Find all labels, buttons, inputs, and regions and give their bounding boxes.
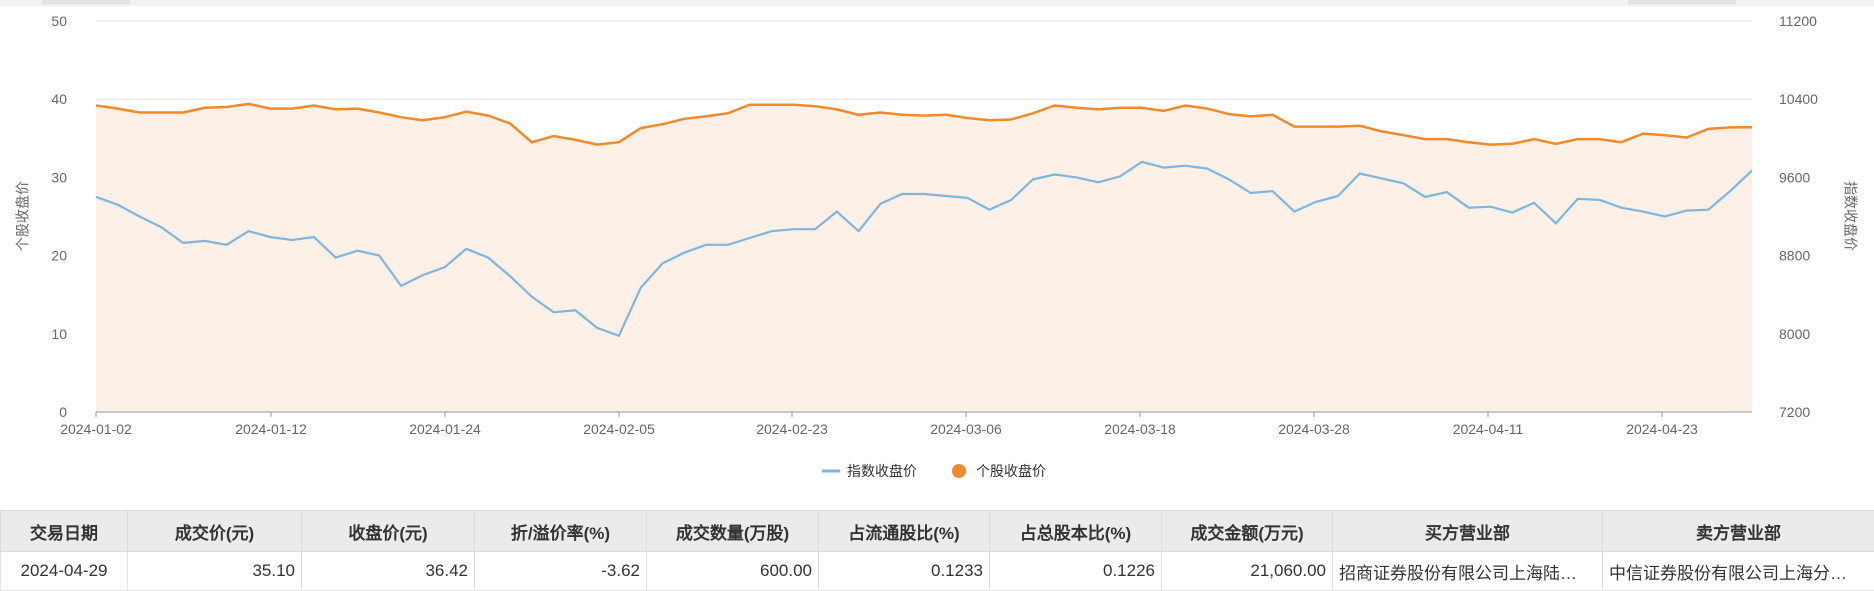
left-tick-label: 40 [51,91,67,107]
table-header-row: 交易日期 成交价(元) 收盘价(元) 折/溢价率(%) 成交数量(万股) 占流通… [1,511,1874,552]
x-tick-label: 2024-01-12 [235,421,307,437]
legend-stock-label: 个股收盘价 [976,463,1046,479]
block-trade-table: 交易日期 成交价(元) 收盘价(元) 折/溢价率(%) 成交数量(万股) 占流通… [0,510,1874,591]
x-tick-label: 2024-03-06 [930,421,1002,437]
col-deal-price: 成交价(元) [128,511,302,552]
right-tick-label: 8000 [1779,326,1810,342]
x-tick-label: 2024-02-23 [756,421,828,437]
cell-total-ratio: 0.1226 [990,552,1162,591]
col-buyer: 买方营业部 [1333,511,1603,552]
right-tick-label: 11200 [1779,13,1817,29]
right-axis-title: 指数收盘价 [1842,181,1858,251]
left-tick-label: 0 [59,404,67,420]
left-axis-ticks: 0 10 20 30 40 50 [51,13,67,420]
cell-close-price: 36.42 [302,552,475,591]
cell-volume: 600.00 [647,552,819,591]
x-tick-label: 2024-04-11 [1453,421,1524,437]
x-tick-label: 2024-02-05 [583,421,655,437]
left-tick-label: 30 [51,169,67,185]
cell-premium-rate: -3.62 [475,552,647,591]
cell-seller[interactable]: 中信证券股份有限公司上海分… [1603,552,1874,591]
legend-index-label: 指数收盘价 [847,463,917,479]
left-tick-label: 50 [51,13,67,29]
legend-stock-dot-icon [952,464,966,478]
cell-amount: 21,060.00 [1162,552,1333,591]
cell-float-ratio: 0.1233 [819,552,990,591]
cell-buyer[interactable]: 招商证券股份有限公司上海陆… [1333,552,1603,591]
col-close-price: 收盘价(元) [302,511,475,552]
x-tick-label: 2024-01-02 [60,421,132,437]
x-tick-label: 2024-01-24 [409,421,481,437]
col-trade-date: 交易日期 [1,511,128,552]
x-tick-label: 2024-04-23 [1626,421,1698,437]
col-seller: 卖方营业部 [1603,511,1874,552]
right-tick-label: 7200 [1779,404,1810,420]
right-axis-ticks: 7200 8000 8800 9600 10400 11200 [1779,13,1818,420]
x-axis-ticks: 2024-01-02 2024-01-12 2024-01-24 2024-02-05… [60,412,1698,437]
x-tick-label: 2024-03-18 [1104,421,1176,437]
col-premium-rate: 折/溢价率(%) [475,511,647,552]
right-tick-label: 9600 [1779,169,1810,185]
col-amount: 成交金额(万元) [1162,511,1333,552]
cell-trade-date: 2024-04-29 [1,552,128,591]
col-total-ratio: 占总股本比(%) [990,511,1162,552]
left-tick-label: 10 [51,326,67,342]
price-chart: 2024-01-02 2024-01-12 2024-01-24 2024-02-05… [0,0,1874,500]
left-axis-title: 个股收盘价 [15,181,31,251]
col-volume: 成交数量(万股) [647,511,819,552]
cell-deal-price: 35.10 [128,552,302,591]
right-tick-label: 8800 [1779,248,1810,264]
left-tick-label: 20 [51,248,67,264]
stock-price-area [96,104,1752,412]
col-float-ratio: 占流通股比(%) [819,511,990,552]
legend-item-stock[interactable]: 个股收盘价 [952,463,1046,479]
right-tick-label: 10400 [1779,91,1818,107]
table-row[interactable]: 2024-04-29 35.10 36.42 -3.62 600.00 0.12… [1,552,1874,591]
x-tick-label: 2024-03-28 [1278,421,1350,437]
legend: 指数收盘价 个股收盘价 [822,463,1046,479]
legend-item-index[interactable]: 指数收盘价 [822,463,917,479]
